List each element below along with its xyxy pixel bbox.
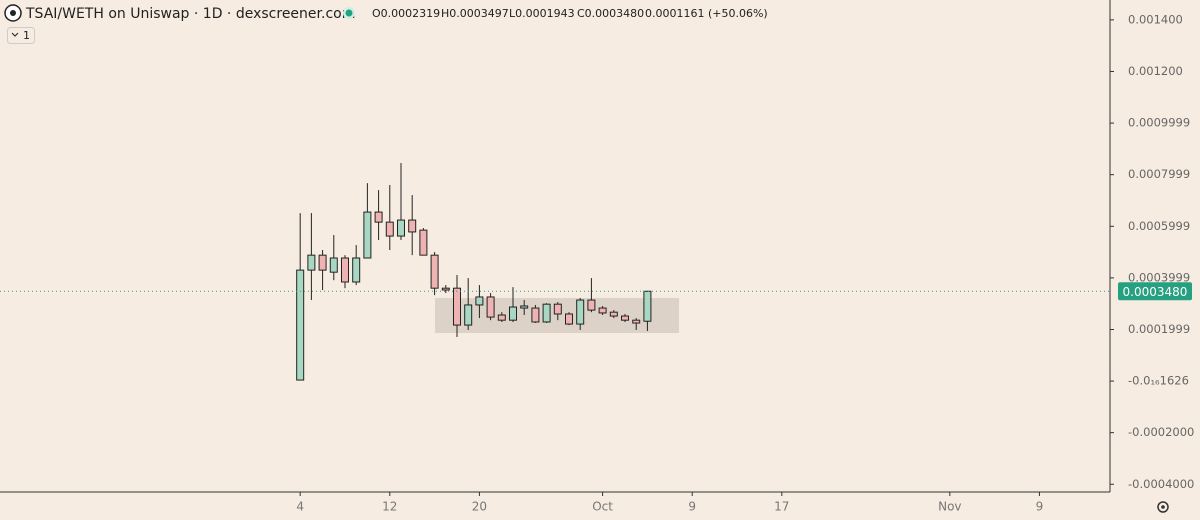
- legend-low: L0.0001943: [509, 7, 575, 20]
- chart-title: TSAI/WETH on Uniswap · 1D · dexscreener.…: [25, 6, 355, 22]
- x-tick-label: 4: [296, 500, 304, 514]
- y-tick-label: 0.0009999: [1128, 116, 1190, 130]
- candle-body: [430, 254, 439, 289]
- legend-change: 0.0001161 (+50.06%): [645, 7, 768, 20]
- candle-body: [643, 290, 652, 322]
- candle-body: [475, 296, 484, 306]
- badge-count: 1: [23, 29, 30, 42]
- y-tick-label: 0.0001999: [1128, 322, 1190, 336]
- candle-body: [520, 305, 529, 309]
- y-tick-label: 0.001200: [1128, 64, 1183, 78]
- last-price-tag: [1118, 282, 1192, 301]
- candle-body: [598, 307, 607, 314]
- y-tick-label: 0.0007999: [1128, 167, 1190, 181]
- legend-close: C0.0003480: [577, 7, 644, 20]
- candle-body: [374, 211, 383, 223]
- chevron: [11, 32, 19, 37]
- candle-body: [329, 257, 338, 273]
- y-tick-label: -0.0002000: [1128, 425, 1194, 439]
- candle-body: [508, 306, 517, 321]
- candle-body: [565, 313, 574, 325]
- legend-high: H0.0003497: [441, 7, 509, 20]
- y-tick-label: 0.0003999: [1128, 270, 1190, 284]
- candle-body: [296, 269, 305, 381]
- status-dot: [345, 9, 353, 17]
- x-tick-label: 17: [774, 500, 789, 514]
- y-tick-label: 0.0005999: [1128, 219, 1190, 233]
- candle-body: [632, 319, 641, 324]
- candle-body: [621, 315, 630, 321]
- candle-body: [542, 303, 551, 323]
- x-tick-label: 20: [472, 500, 487, 514]
- settings-icon-center: [1161, 505, 1165, 509]
- candle-body: [531, 307, 540, 323]
- x-tick-label: 9: [688, 500, 696, 514]
- x-tick-label: 12: [382, 500, 397, 514]
- candle-body: [576, 299, 585, 325]
- candle-body: [408, 219, 417, 233]
- candle-body: [441, 287, 450, 291]
- candle-body: [553, 303, 562, 315]
- candle-body: [486, 296, 495, 318]
- candle-body: [609, 311, 618, 317]
- candle-body: [419, 229, 428, 256]
- last-price-label: 0.0003480: [1123, 285, 1188, 299]
- legend-open: O0.0002319: [372, 7, 440, 20]
- candle-body: [307, 254, 316, 271]
- candle-body: [464, 304, 473, 326]
- candle-body: [452, 287, 461, 326]
- candle-body: [396, 219, 405, 237]
- candle-body: [352, 257, 361, 283]
- x-tick-label: 9: [1036, 500, 1044, 514]
- settings-icon[interactable]: [1157, 501, 1169, 513]
- y-tick-label: 0.001400: [1128, 12, 1183, 26]
- candle-body: [497, 314, 506, 321]
- candle-body: [363, 211, 372, 259]
- x-tick-label: Nov: [938, 500, 961, 514]
- x-tick-label: Oct: [592, 500, 613, 514]
- y-tick-label: -0.0₁₆1626: [1128, 374, 1189, 388]
- candle-body: [385, 221, 394, 237]
- collapse-button[interactable]: [7, 27, 35, 44]
- token-icon-dot: [10, 10, 16, 16]
- candle-body: [587, 299, 596, 311]
- y-tick-label: -0.0004000: [1128, 477, 1194, 491]
- candle-body: [318, 254, 327, 271]
- candle-body: [340, 257, 349, 283]
